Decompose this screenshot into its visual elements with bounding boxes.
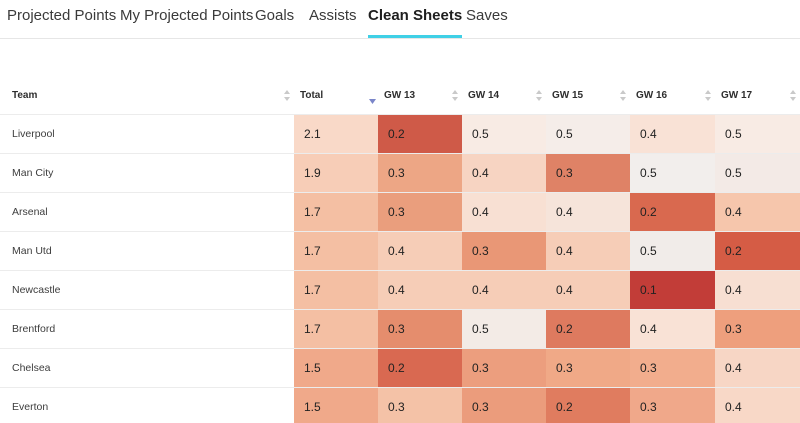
tab-assists[interactable]: Assists xyxy=(309,7,357,24)
gw-cell: 0.4 xyxy=(630,309,715,349)
sort-icon xyxy=(452,90,458,101)
table-row: Chelsea 1.5 0.2 0.3 0.3 0.3 0.4 xyxy=(0,348,800,388)
gw-cell: 0.4 xyxy=(462,270,546,310)
column-header-label: GW 17 xyxy=(721,89,753,101)
column-header-label: GW 15 xyxy=(552,89,584,101)
sort-icon xyxy=(705,90,711,101)
column-header-total[interactable]: Total xyxy=(294,77,378,115)
total-cell: 1.7 xyxy=(294,231,378,271)
column-header-gw[interactable]: GW 17 xyxy=(715,77,800,115)
team-name-cell: Everton xyxy=(0,387,294,423)
gw-cell: 0.4 xyxy=(546,231,630,271)
gw-cell: 0.2 xyxy=(715,231,800,271)
gw-cell: 0.3 xyxy=(378,387,462,423)
team-name-cell: Man City xyxy=(0,153,294,193)
sort-descending-icon xyxy=(369,96,376,107)
gw-cell: 0.2 xyxy=(546,387,630,423)
team-name-cell: Brentford xyxy=(0,309,294,349)
total-cell: 2.1 xyxy=(294,114,378,154)
table-row: Man Utd 1.7 0.4 0.3 0.4 0.5 0.2 xyxy=(0,231,800,271)
total-cell: 1.5 xyxy=(294,348,378,388)
tab-saves[interactable]: Saves xyxy=(466,7,508,24)
gw-cell: 0.2 xyxy=(378,114,462,154)
gw-cell: 0.3 xyxy=(462,231,546,271)
gw-cell: 0.4 xyxy=(546,192,630,232)
total-cell: 1.5 xyxy=(294,387,378,423)
sort-icon xyxy=(620,90,626,101)
total-cell: 1.7 xyxy=(294,270,378,310)
gw-cell: 0.4 xyxy=(630,114,715,154)
gw-cell: 0.3 xyxy=(378,153,462,193)
gw-cell: 0.5 xyxy=(630,153,715,193)
gw-cell: 0.1 xyxy=(630,270,715,310)
team-name-cell: Arsenal xyxy=(0,192,294,232)
gw-cell: 0.4 xyxy=(715,270,800,310)
gw-cell: 0.4 xyxy=(462,153,546,193)
sort-icon xyxy=(790,90,796,101)
table-row: Arsenal 1.7 0.3 0.4 0.4 0.2 0.4 xyxy=(0,192,800,232)
team-name-cell: Man Utd xyxy=(0,231,294,271)
tab-clean-sheets[interactable]: Clean Sheets xyxy=(368,7,463,38)
gw-cell: 0.4 xyxy=(462,192,546,232)
tab-my-projected-points[interactable]: My Projected Points xyxy=(120,7,254,24)
gw-cell: 0.5 xyxy=(462,309,546,349)
column-header-team[interactable]: Team xyxy=(0,77,294,115)
tab-goals[interactable]: Goals xyxy=(255,7,295,24)
gw-cell: 0.4 xyxy=(378,231,462,271)
gw-cell: 0.2 xyxy=(546,309,630,349)
team-name-cell: Newcastle xyxy=(0,270,294,310)
gw-cell: 0.3 xyxy=(630,387,715,423)
gw-cell: 0.4 xyxy=(715,192,800,232)
column-header-gw[interactable]: GW 14 xyxy=(462,77,546,115)
table-row: Everton 1.5 0.3 0.3 0.2 0.3 0.4 xyxy=(0,387,800,423)
sort-icon xyxy=(284,90,290,101)
gw-cell: 0.3 xyxy=(630,348,715,388)
column-header-gw[interactable]: GW 13 xyxy=(378,77,462,115)
gw-cell: 0.4 xyxy=(546,270,630,310)
table-row: Newcastle 1.7 0.4 0.4 0.4 0.1 0.4 xyxy=(0,270,800,310)
stat-tabs: Projected Points My Projected Points Goa… xyxy=(0,0,800,39)
column-header-label: Total xyxy=(300,89,324,101)
column-header-label: Team xyxy=(12,89,38,101)
column-header-gw[interactable]: GW 16 xyxy=(630,77,715,115)
gw-cell: 0.4 xyxy=(378,270,462,310)
gw-cell: 0.4 xyxy=(715,387,800,423)
gw-cell: 0.5 xyxy=(630,231,715,271)
gw-cell: 0.3 xyxy=(378,309,462,349)
team-name-cell: Liverpool xyxy=(0,114,294,154)
table-row: Brentford 1.7 0.3 0.5 0.2 0.4 0.3 xyxy=(0,309,800,349)
gw-cell: 0.3 xyxy=(462,387,546,423)
table-row: Liverpool 2.1 0.2 0.5 0.5 0.4 0.5 xyxy=(0,114,800,154)
clean-sheets-table: Team Total GW 13 GW 14 GW 15 GW 16 xyxy=(0,77,800,423)
column-header-label: GW 13 xyxy=(384,89,416,101)
gw-cell: 0.3 xyxy=(546,153,630,193)
column-header-label: GW 16 xyxy=(636,89,668,101)
gw-cell: 0.3 xyxy=(378,192,462,232)
gw-cell: 0.2 xyxy=(630,192,715,232)
tab-projected-points[interactable]: Projected Points xyxy=(7,7,117,24)
gw-cell: 0.5 xyxy=(715,153,800,193)
table-body: Liverpool 2.1 0.2 0.5 0.5 0.4 0.5 Man City 1.9 0.… xyxy=(0,114,800,423)
total-cell: 1.7 xyxy=(294,192,378,232)
table-header-row: Team Total GW 13 GW 14 GW 15 GW 16 xyxy=(0,77,800,115)
column-header-gw[interactable]: GW 15 xyxy=(546,77,630,115)
gw-cell: 0.5 xyxy=(462,114,546,154)
total-cell: 1.7 xyxy=(294,309,378,349)
gw-cell: 0.3 xyxy=(546,348,630,388)
table-row: Man City 1.9 0.3 0.4 0.3 0.5 0.5 xyxy=(0,153,800,193)
total-cell: 1.9 xyxy=(294,153,378,193)
sort-icon xyxy=(536,90,542,101)
gw-cell: 0.3 xyxy=(715,309,800,349)
team-name-cell: Chelsea xyxy=(0,348,294,388)
gw-cell: 0.3 xyxy=(462,348,546,388)
gw-cell: 0.2 xyxy=(378,348,462,388)
gw-cell: 0.4 xyxy=(715,348,800,388)
gw-cell: 0.5 xyxy=(546,114,630,154)
column-header-label: GW 14 xyxy=(468,89,500,101)
gw-cell: 0.5 xyxy=(715,114,800,154)
